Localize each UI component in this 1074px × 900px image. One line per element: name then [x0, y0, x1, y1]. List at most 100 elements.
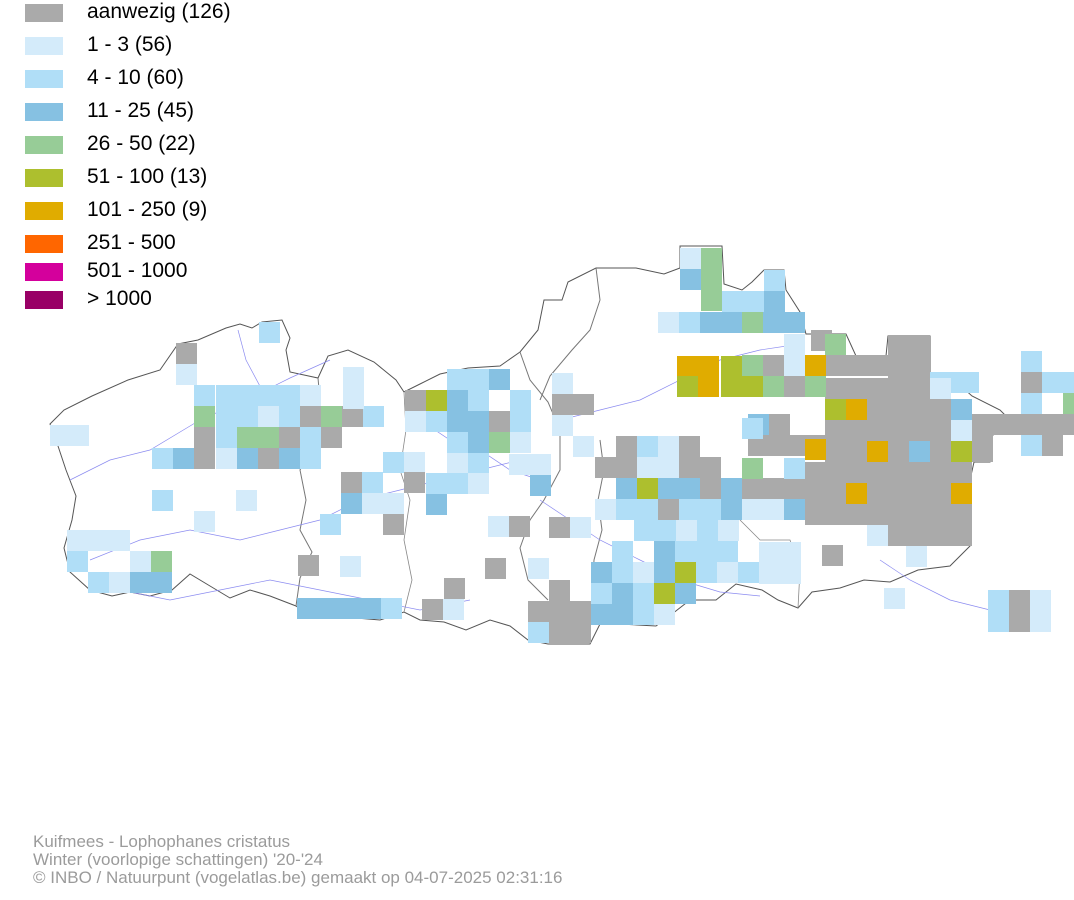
grid-cell — [343, 367, 364, 388]
grid-cell — [612, 562, 633, 583]
grid-cell — [530, 475, 551, 496]
grid-cell — [698, 356, 719, 377]
grid-cell — [825, 378, 846, 399]
grid-cell — [909, 336, 930, 357]
grid-cell — [951, 525, 972, 546]
grid-cell — [1030, 590, 1051, 611]
grid-cell — [679, 457, 700, 478]
grid-cell — [216, 448, 237, 469]
legend-item: > 1000 — [25, 287, 325, 311]
grid-cell — [573, 436, 594, 457]
grid-cell — [675, 562, 696, 583]
grid-cell — [67, 530, 88, 551]
grid-cell — [888, 504, 909, 525]
grid-cell — [722, 291, 743, 312]
grid-cell — [805, 504, 826, 525]
grid-cell — [176, 343, 197, 364]
grid-cell — [130, 572, 151, 593]
grid-cell — [383, 452, 404, 473]
grid-cell — [867, 399, 888, 420]
legend-item: aanwezig (126) — [25, 0, 325, 24]
grid-cell — [930, 378, 951, 399]
grid-cell — [930, 441, 951, 462]
grid-cell — [1021, 393, 1042, 414]
grid-cell — [825, 355, 846, 376]
grid-cell — [805, 483, 826, 504]
grid-cell — [930, 525, 951, 546]
grid-cell — [447, 432, 468, 453]
grid-cell — [784, 458, 805, 479]
grid-cell — [867, 462, 888, 483]
grid-cell — [658, 457, 679, 478]
legend-item: 251 - 500 — [25, 231, 325, 255]
grid-cell — [721, 376, 742, 397]
grid-cell — [884, 588, 905, 609]
grid-cell — [549, 622, 570, 643]
grid-cell — [888, 336, 909, 357]
grid-cell — [237, 427, 258, 448]
legend-item: 4 - 10 (60) — [25, 66, 325, 90]
grid-cell — [591, 583, 612, 604]
grid-cell — [742, 312, 763, 333]
grid-cell — [279, 427, 300, 448]
grid-cell — [909, 525, 930, 546]
grid-cell — [339, 598, 360, 619]
grid-cell — [549, 601, 570, 622]
grid-cell — [259, 322, 280, 343]
grid-cell — [194, 511, 215, 532]
grid-cell — [846, 420, 867, 441]
grid-cell — [742, 355, 763, 376]
grid-cell — [1021, 435, 1042, 456]
grid-cell — [680, 269, 701, 290]
grid-cell — [1063, 393, 1074, 414]
grid-cell — [88, 530, 109, 551]
season-subtitle: Winter (voorlopige schattingen) '20-'24 — [33, 850, 323, 869]
grid-cell — [528, 558, 549, 579]
grid-cell — [867, 504, 888, 525]
grid-cell — [654, 604, 675, 625]
grid-cell — [888, 399, 909, 420]
grid-cell — [930, 399, 951, 420]
grid-cell — [654, 583, 675, 604]
grid-cell — [805, 355, 826, 376]
grid-cell — [805, 439, 826, 460]
grid-cell — [909, 357, 930, 378]
grid-cell — [637, 478, 658, 499]
grid-cell — [784, 499, 805, 520]
legend-swatch — [25, 263, 63, 281]
grid-cell — [825, 420, 846, 441]
grid-cell — [258, 427, 279, 448]
grid-cell — [468, 473, 489, 494]
grid-cell — [680, 248, 701, 269]
grid-cell — [951, 399, 972, 420]
legend-swatch — [25, 136, 63, 154]
grid-cell — [988, 590, 1009, 611]
grid-cell — [510, 390, 531, 411]
grid-cell — [677, 376, 698, 397]
grid-cell — [422, 599, 443, 620]
grid-cell — [700, 457, 721, 478]
grid-cell — [279, 385, 300, 406]
grid-cell — [468, 369, 489, 390]
grid-cell — [343, 388, 364, 409]
grid-cell — [447, 390, 468, 411]
grid-cell — [549, 580, 570, 601]
grid-cell — [426, 494, 447, 515]
grid-cell — [570, 601, 591, 622]
grid-cell — [825, 483, 846, 504]
grid-cell — [867, 525, 888, 546]
grid-cell — [867, 441, 888, 462]
legend-item: 26 - 50 (22) — [25, 132, 325, 156]
grid-cell — [300, 406, 321, 427]
grid-cell — [888, 441, 909, 462]
grid-cell — [300, 427, 321, 448]
grid-cell — [888, 483, 909, 504]
grid-cell — [1042, 414, 1063, 435]
grid-cell — [697, 520, 718, 541]
grid-cell — [677, 356, 698, 377]
grid-cell — [867, 420, 888, 441]
grid-cell — [846, 504, 867, 525]
grid-cell — [549, 517, 570, 538]
grid-cell — [721, 478, 742, 499]
